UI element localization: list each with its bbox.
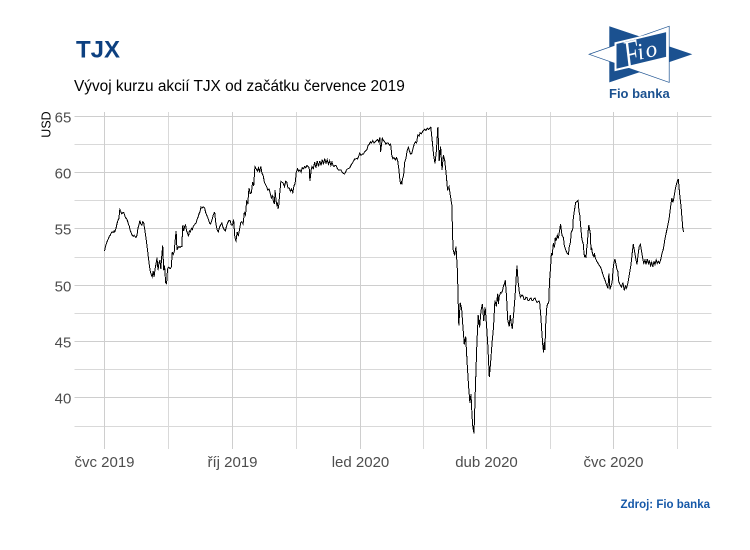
svg-text:dub 2020: dub 2020 — [455, 454, 518, 471]
svg-text:čvc 2019: čvc 2019 — [74, 454, 134, 471]
svg-text:Fio banka: Fio banka — [609, 86, 670, 101]
svg-text:50: 50 — [55, 279, 72, 296]
svg-text:TJX: TJX — [76, 37, 120, 64]
svg-text:Vývoj kurzu akcií TJX od začát: Vývoj kurzu akcií TJX od začátku červenc… — [74, 78, 405, 95]
svg-text:čvc 2020: čvc 2020 — [583, 454, 643, 471]
svg-text:říj 2019: říj 2019 — [207, 454, 257, 471]
svg-text:Zdroj: Fio banka: Zdroj: Fio banka — [621, 499, 711, 511]
svg-text:60: 60 — [55, 166, 72, 183]
svg-text:led 2020: led 2020 — [332, 454, 390, 471]
svg-text:USD: USD — [39, 111, 53, 137]
svg-text:55: 55 — [55, 222, 72, 239]
svg-text:65: 65 — [55, 110, 72, 127]
svg-text:40: 40 — [55, 391, 72, 408]
svg-text:45: 45 — [55, 335, 72, 352]
